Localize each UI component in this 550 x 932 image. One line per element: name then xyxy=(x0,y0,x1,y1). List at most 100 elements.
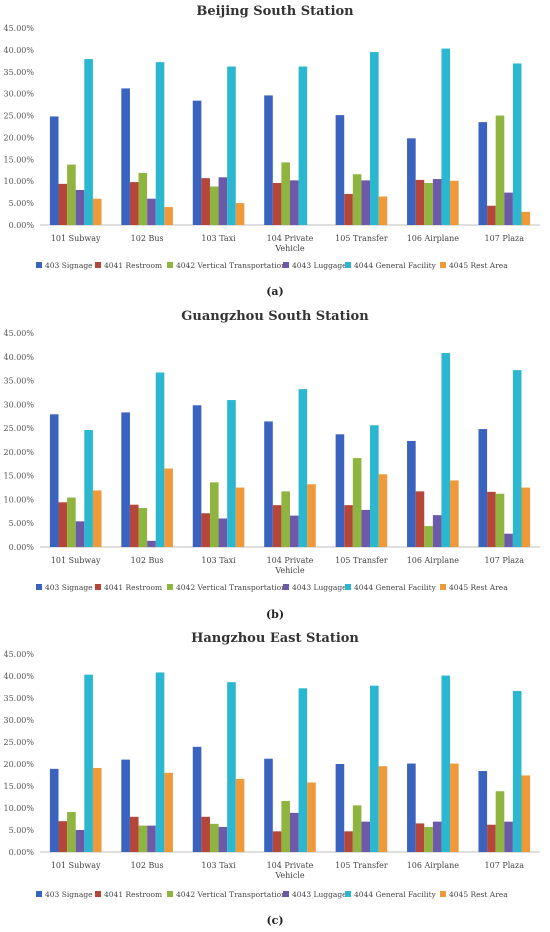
bar-5-4 xyxy=(298,389,308,547)
y-tick-label: 20.00% xyxy=(3,448,34,457)
chart-title: Beijing South Station xyxy=(196,4,354,19)
legend-swatch xyxy=(167,584,173,590)
y-tick-label: 35.00% xyxy=(3,377,34,386)
bar-5-6 xyxy=(441,352,451,547)
bar-4-1 xyxy=(75,830,85,852)
category-label: Vehicle xyxy=(274,871,305,880)
category-label: 101 Subway xyxy=(51,234,101,243)
legend-label: 4043 Luggage xyxy=(292,890,347,899)
legend-swatch xyxy=(283,262,289,268)
legend-entry: 4042 Vertical Transportation xyxy=(167,261,286,270)
y-tick-label: 30.00% xyxy=(3,90,34,99)
bar-5-7 xyxy=(512,690,522,852)
category-label: 102 Bus xyxy=(131,861,164,870)
legend-label: 4042 Vertical Transportation xyxy=(176,890,286,899)
legend-entry: 4041 Restroom xyxy=(95,261,162,270)
y-tick-label: 0.00% xyxy=(9,543,35,552)
bar-5-2 xyxy=(155,372,165,547)
bar-1-2 xyxy=(121,88,130,225)
bar-6-1 xyxy=(92,490,102,547)
legend-label: 4045 Rest Area xyxy=(449,583,508,592)
panel-label: (a) xyxy=(266,285,284,298)
bar-3-3 xyxy=(209,482,219,547)
legend-label: 4042 Vertical Transportation xyxy=(176,261,286,270)
bar-5-7 xyxy=(512,370,522,547)
bar-5-5 xyxy=(370,425,379,547)
bar-5-2 xyxy=(155,672,165,852)
bar-4-5 xyxy=(361,821,371,852)
legend-swatch xyxy=(440,584,446,590)
bar-6-5 xyxy=(378,474,388,547)
bar-4-2 xyxy=(147,540,156,547)
y-tick-label: 20.00% xyxy=(3,760,34,769)
legend-entry: 4044 General Facility xyxy=(345,261,437,270)
bar-2-3 xyxy=(201,178,210,225)
legend-swatch xyxy=(95,891,101,897)
bar-4-4 xyxy=(290,180,299,225)
legend-swatch xyxy=(283,891,289,897)
legend-swatch xyxy=(36,584,42,590)
bar-2-7 xyxy=(487,491,496,547)
bar-5-4 xyxy=(298,66,308,226)
category-label: Vehicle xyxy=(274,566,305,575)
legend-swatch xyxy=(95,584,101,590)
legend-label: 4041 Restroom xyxy=(104,583,162,592)
y-tick-label: 5.00% xyxy=(9,199,35,208)
legend-label: 4045 Rest Area xyxy=(449,890,508,899)
bar-3-7 xyxy=(495,791,505,852)
bar-4-7 xyxy=(504,821,513,852)
legend-entry: 4044 General Facility xyxy=(345,890,437,899)
bar-1-3 xyxy=(192,405,202,547)
bar-4-6 xyxy=(432,179,442,225)
bar-6-1 xyxy=(92,198,102,225)
bar-5-3 xyxy=(227,66,236,226)
bar-5-7 xyxy=(512,63,522,226)
y-tick-label: 5.00% xyxy=(9,519,35,528)
bar-1-6 xyxy=(407,763,416,852)
bar-4-5 xyxy=(361,509,371,547)
bar-1-1 xyxy=(49,768,59,852)
y-tick-label: 0.00% xyxy=(9,221,35,230)
bar-1-5 xyxy=(335,434,345,547)
bar-3-5 xyxy=(352,805,362,852)
bar-4-5 xyxy=(361,180,371,225)
y-tick-label: 35.00% xyxy=(3,68,34,77)
chart-2: Guangzhou South Station 0.00% 5.00% 10.00% 1… xyxy=(3,309,540,621)
bar-3-6 xyxy=(424,826,433,852)
bar-4-7 xyxy=(504,533,513,547)
bar-3-1 xyxy=(67,811,76,852)
legend-entry: 403 Signage xyxy=(36,261,93,270)
legend-label: 4045 Rest Area xyxy=(449,261,508,270)
category-label: 106 Airplane xyxy=(407,234,460,243)
y-tick-label: 15.00% xyxy=(3,782,34,791)
category-label: 103 Taxi xyxy=(201,861,236,870)
y-tick-label: 15.00% xyxy=(3,155,34,164)
legend-swatch xyxy=(345,891,351,897)
bar-4-6 xyxy=(432,515,442,547)
category-label: 106 Airplane xyxy=(407,556,460,565)
bar-6-7 xyxy=(521,775,531,852)
bar-2-7 xyxy=(487,205,496,225)
bar-2-6 xyxy=(415,491,425,547)
bar-6-4 xyxy=(307,782,316,852)
bar-4-3 xyxy=(218,826,228,852)
legend-swatch xyxy=(283,584,289,590)
bar-6-4 xyxy=(307,484,316,547)
bar-5-6 xyxy=(441,48,451,225)
legend-entry: 403 Signage xyxy=(36,890,93,899)
legend-entry: 4043 Luggage xyxy=(283,890,347,899)
bar-1-3 xyxy=(192,100,202,225)
bar-1-4 xyxy=(264,95,273,225)
legend-label: 403 Signage xyxy=(45,261,93,270)
bar-3-5 xyxy=(352,458,362,547)
legend-entry: 4045 Rest Area xyxy=(440,890,508,899)
bar-1-7 xyxy=(478,771,488,852)
category-label: 105 Transfer xyxy=(335,861,388,870)
legend-entry: 4045 Rest Area xyxy=(440,261,508,270)
y-tick-label: 10.00% xyxy=(3,177,34,186)
bar-4-3 xyxy=(218,177,228,225)
bar-2-6 xyxy=(415,823,425,852)
y-tick-label: 30.00% xyxy=(3,400,34,409)
legend-swatch xyxy=(345,262,351,268)
bar-2-2 xyxy=(129,182,139,225)
